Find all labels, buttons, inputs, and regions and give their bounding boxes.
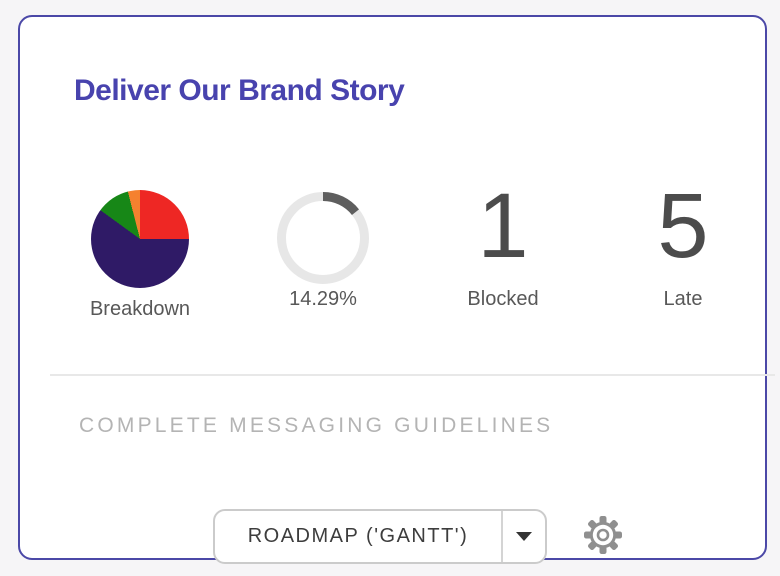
page-title: Deliver Our Brand Story <box>74 74 405 107</box>
divider <box>50 374 775 376</box>
caret-down-icon <box>516 532 532 541</box>
progress-donut-chart <box>277 192 369 284</box>
settings-button[interactable] <box>582 514 624 556</box>
donut-progress-arc <box>277 192 369 284</box>
breakdown-label: Breakdown <box>89 298 191 320</box>
dropdown-separator <box>501 511 503 562</box>
breakdown-pie-chart <box>91 190 189 288</box>
late-count: 5 <box>657 175 709 277</box>
late-label: Late <box>663 288 703 310</box>
blocked-label: Blocked <box>467 288 539 310</box>
caret-section[interactable] <box>503 511 545 562</box>
project-card: Deliver Our Brand Story Breakdown 14.29%… <box>18 15 775 564</box>
progress-percent-label: 14.29% <box>289 288 357 310</box>
section-title: COMPLETE MESSAGING GUIDELINES <box>79 414 554 437</box>
view-selector-dropdown[interactable]: ROADMAP ('GANTT') <box>213 509 547 564</box>
gear-icon <box>584 516 622 554</box>
view-selector-label: ROADMAP ('GANTT') <box>247 525 469 547</box>
blocked-count: 1 <box>477 175 529 277</box>
